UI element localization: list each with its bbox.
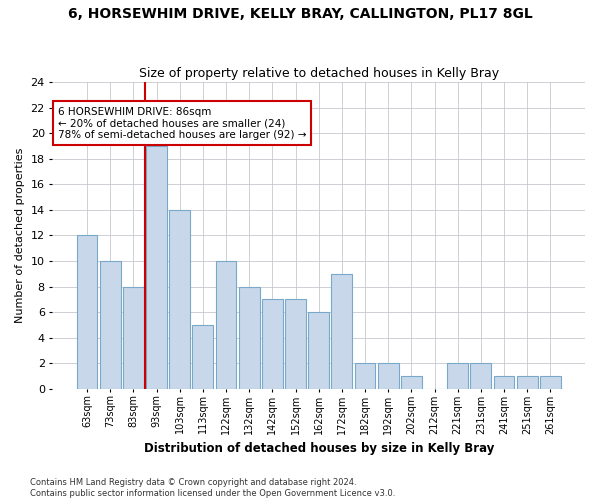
Bar: [378, 363, 398, 388]
Bar: [470, 363, 491, 388]
Bar: [285, 300, 306, 388]
Bar: [494, 376, 514, 388]
Text: 6 HORSEWHIM DRIVE: 86sqm
← 20% of detached houses are smaller (24)
78% of semi-d: 6 HORSEWHIM DRIVE: 86sqm ← 20% of detach…: [58, 106, 306, 140]
Bar: [215, 261, 236, 388]
Y-axis label: Number of detached properties: Number of detached properties: [15, 148, 25, 323]
Bar: [540, 376, 561, 388]
Bar: [447, 363, 468, 388]
Bar: [401, 376, 422, 388]
Bar: [355, 363, 376, 388]
Bar: [193, 325, 214, 388]
Bar: [517, 376, 538, 388]
Bar: [100, 261, 121, 388]
Bar: [123, 286, 144, 388]
Bar: [169, 210, 190, 388]
Text: 6, HORSEWHIM DRIVE, KELLY BRAY, CALLINGTON, PL17 8GL: 6, HORSEWHIM DRIVE, KELLY BRAY, CALLINGT…: [68, 8, 532, 22]
Title: Size of property relative to detached houses in Kelly Bray: Size of property relative to detached ho…: [139, 66, 499, 80]
X-axis label: Distribution of detached houses by size in Kelly Bray: Distribution of detached houses by size …: [143, 442, 494, 455]
Bar: [308, 312, 329, 388]
Bar: [77, 236, 97, 388]
Bar: [262, 300, 283, 388]
Bar: [331, 274, 352, 388]
Bar: [146, 146, 167, 388]
Text: Contains HM Land Registry data © Crown copyright and database right 2024.
Contai: Contains HM Land Registry data © Crown c…: [30, 478, 395, 498]
Bar: [239, 286, 260, 388]
